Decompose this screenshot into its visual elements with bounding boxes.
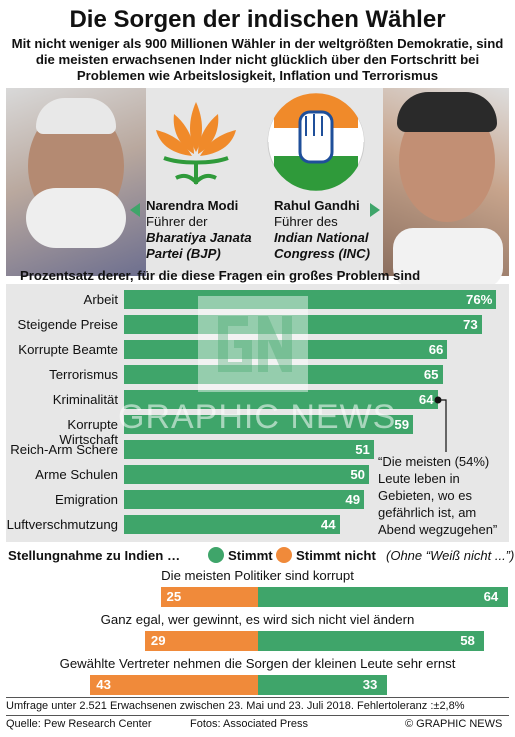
- party-right: Rahul Gandhi Führer des Indian National …: [274, 198, 370, 262]
- footer-divider: [6, 697, 509, 698]
- annotation-connector: [434, 396, 447, 452]
- quote-annotation: “Die meisten (54%) Leute leben in Gebiet…: [378, 454, 498, 537]
- subtitle: Mit nicht weniger als 900 Millionen Wähl…: [11, 36, 504, 83]
- legend-dot-agree: [208, 547, 224, 563]
- disagree-value-label: 25: [166, 589, 182, 604]
- bar: [124, 290, 497, 309]
- bar: [124, 465, 369, 484]
- bar-value-label: 50: [350, 467, 365, 482]
- party-full-right-2: Congress (INC): [274, 246, 370, 261]
- bar-value-label: 73: [463, 317, 478, 332]
- bar: [124, 415, 414, 434]
- bar: [124, 390, 438, 409]
- bar: [124, 515, 340, 534]
- legend-note: (Ohne “Weiß nicht ...”): [386, 548, 515, 563]
- bar-category-label: Steigende Preise: [17, 317, 118, 332]
- portrait-modi: [6, 88, 146, 276]
- bar-category-label: Arbeit: [83, 292, 118, 307]
- party-full-left-1: Bharatiya Janata: [146, 230, 252, 245]
- photo-credit: Fotos: Associated Press: [190, 718, 308, 730]
- agree-value-label: 33: [362, 677, 378, 692]
- bjp-lotus-logo: [156, 102, 236, 185]
- bar-value-label: 51: [355, 442, 370, 457]
- graphic-news-logo: [198, 296, 308, 392]
- agree-segment: [258, 631, 485, 651]
- legend-label-disagree: Stimmt nicht: [296, 548, 376, 563]
- bar-value-label: 76%: [465, 292, 493, 307]
- party-left: Narendra Modi Führer der Bharatiya Janat…: [146, 198, 252, 262]
- statement-label: Die meisten Politiker sind korrupt: [161, 568, 354, 583]
- opinion-chart-title: Stellungnahme zu Indien …: [8, 548, 181, 563]
- bar-category-label: Reich-Arm Schere: [10, 442, 118, 457]
- copyright-credit: © GRAPHIC NEWS: [405, 718, 503, 730]
- bar: [124, 365, 443, 384]
- bar-category-label: Kriminalität: [52, 392, 118, 407]
- leader-role-right: Führer des: [274, 214, 338, 229]
- leader-name-left: Narendra Modi: [146, 198, 239, 213]
- portrait-gandhi: [383, 88, 509, 288]
- agree-value-label: 58: [460, 633, 475, 648]
- bar-value-label: 64: [418, 392, 434, 407]
- bar-category-label: Luftverschmutzung: [6, 517, 118, 532]
- agree-value-label: 64: [483, 589, 499, 604]
- bar-category-label: Arme Schulen: [35, 467, 118, 482]
- bar-category-label: Korrupte Beamte: [18, 342, 118, 357]
- footer-divider-2: [6, 715, 509, 716]
- legend-label-agree: Stimmt: [228, 548, 273, 563]
- legend-dot-disagree: [276, 547, 292, 563]
- agree-segment: [258, 587, 508, 607]
- bar-category-label: Terrorismus: [49, 367, 118, 382]
- disagree-segment: [160, 587, 258, 607]
- statement-label: Gewählte Vertreter nehmen die Sorgen der…: [59, 656, 456, 671]
- statement-label: Ganz egal, wer gewinnt, es wird sich nic…: [100, 612, 415, 627]
- bar-value-label: 65: [423, 367, 439, 382]
- disagree-segment: [90, 675, 258, 695]
- bar-value-label: 49: [345, 492, 361, 507]
- page-title: Die Sorgen der indischen Wähler: [69, 6, 446, 33]
- bar-value-label: 66: [428, 342, 444, 357]
- watermark: GRAPHIC NEWS: [118, 398, 397, 436]
- bar-category-label: Korrupte Wirtschaft: [59, 417, 118, 447]
- disagree-segment: [144, 631, 258, 651]
- agree-segment: [258, 675, 387, 695]
- bar-value-label: 44: [320, 517, 336, 532]
- leader-role-left: Führer der: [146, 214, 208, 229]
- bar: [124, 490, 365, 509]
- leader-name-right: Rahul Gandhi: [274, 198, 360, 213]
- party-full-left-2: Partei (BJP): [146, 246, 221, 261]
- bar: [124, 315, 482, 334]
- congress-hand-logo: [267, 93, 365, 191]
- survey-note: Umfrage unter 2.521 Erwachsenen zwischen…: [6, 700, 465, 712]
- bar: [124, 340, 448, 359]
- arrow-right-icon: [370, 203, 380, 217]
- bar-chart-title: Prozentsatz derer, für die diese Fragen …: [20, 268, 421, 283]
- bar-category-label: Emigration: [54, 492, 118, 507]
- party-full-right-1: Indian National: [274, 230, 369, 245]
- disagree-value-label: 29: [150, 633, 166, 648]
- arrow-left-icon: [130, 203, 140, 217]
- disagree-value-label: 43: [96, 677, 111, 692]
- bar: [124, 440, 374, 459]
- bar-value-label: 59: [394, 417, 410, 432]
- source-credit: Quelle: Pew Research Center: [6, 718, 152, 730]
